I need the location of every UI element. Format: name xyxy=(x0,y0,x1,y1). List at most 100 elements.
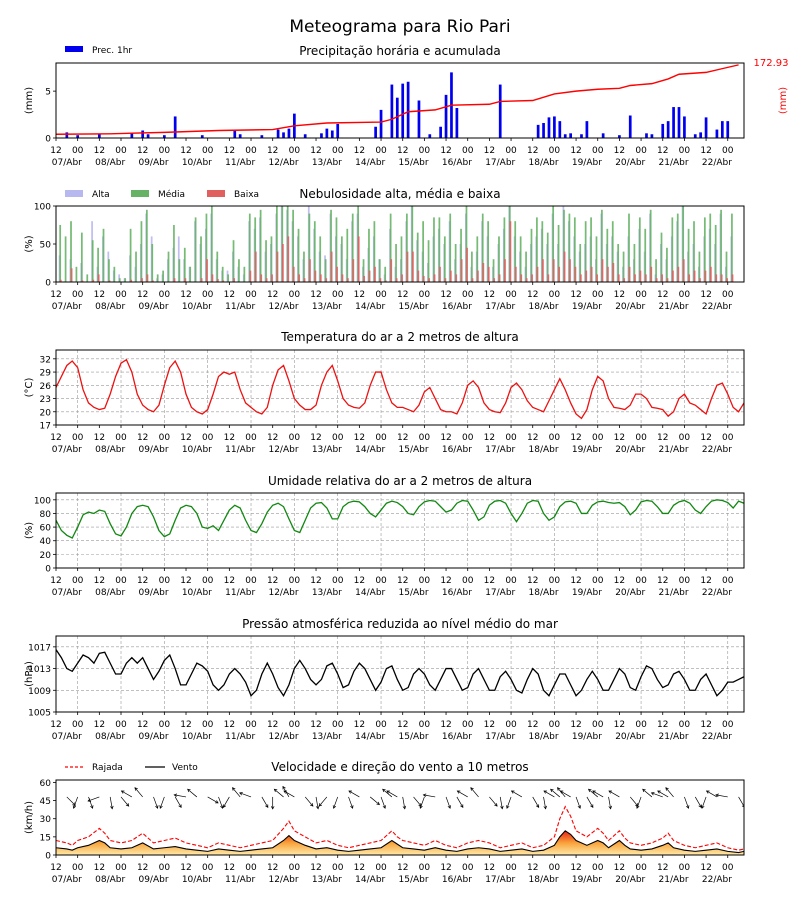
x-tick-label: 12 xyxy=(484,146,495,156)
cloud-bar xyxy=(498,274,501,282)
x-tick-label: 12 xyxy=(614,576,625,586)
wind-arrow-head xyxy=(187,788,191,793)
x-tick-label: 12 xyxy=(527,433,538,443)
x-date-label: 07/Abr xyxy=(52,875,82,885)
x-tick-label: 12 xyxy=(527,290,538,300)
x-tick-label: 12 xyxy=(570,433,581,443)
wind-arrow-head xyxy=(550,788,554,793)
cloud-bar xyxy=(709,266,712,282)
cloud-bar xyxy=(384,280,387,282)
cloud-bar xyxy=(493,278,496,282)
x-tick-label: 12 xyxy=(484,576,495,586)
wind-arrow-head xyxy=(592,790,596,794)
x-tick-label: 00 xyxy=(202,433,214,443)
wind-arrow-head xyxy=(155,805,159,809)
x-tick-label: 12 xyxy=(50,720,61,730)
precip-bar xyxy=(320,133,323,138)
cloud-bar xyxy=(70,268,73,282)
y-tick-label: 1017 xyxy=(28,643,51,653)
cloud-bar xyxy=(558,266,561,282)
precip-bar xyxy=(563,134,567,138)
wind-arrow-head xyxy=(741,805,744,808)
x-tick-label: 12 xyxy=(267,576,278,586)
plot-area xyxy=(56,358,744,420)
cloud-bar xyxy=(378,259,381,282)
cloud-bar xyxy=(238,259,240,282)
wind-arrow-head xyxy=(559,790,564,794)
x-tick-label: 12 xyxy=(94,576,105,586)
wind-arrow xyxy=(456,796,464,808)
cloud-bar xyxy=(389,213,392,282)
y-tick-label: 23 xyxy=(40,395,51,405)
cloud-bar xyxy=(108,259,110,282)
precip-bar xyxy=(650,134,654,138)
wind-arrow xyxy=(333,796,339,809)
x-tick-label: 00 xyxy=(505,146,517,156)
x-tick-label: 12 xyxy=(310,146,321,156)
x-date-label: 12/Abr xyxy=(268,588,298,598)
cloud-bar xyxy=(465,206,468,282)
x-tick-label: 12 xyxy=(137,433,148,443)
wind-arrow-head xyxy=(90,805,94,809)
wind-arrow xyxy=(315,796,319,809)
x-date-label: 16/Abr xyxy=(442,875,472,885)
cloud-bar xyxy=(167,251,170,282)
x-tick-label: 00 xyxy=(635,290,647,300)
wind-arrow-head xyxy=(557,787,561,791)
precip-bar xyxy=(585,121,589,138)
precip-bar xyxy=(536,124,540,138)
precip-bar xyxy=(406,81,410,138)
cloud-bar xyxy=(217,278,219,282)
x-tick-label: 12 xyxy=(50,863,61,873)
x-tick-label: 12 xyxy=(180,433,191,443)
x-date-label: 09/Abr xyxy=(138,588,168,598)
x-tick-label: 12 xyxy=(527,863,538,873)
precip-bar xyxy=(645,133,648,138)
x-tick-label: 12 xyxy=(310,290,321,300)
wind-arrow-head xyxy=(657,790,661,794)
x-tick-label: 00 xyxy=(375,290,387,300)
wind-arrow-head xyxy=(456,790,461,794)
precip-bar xyxy=(379,109,383,138)
wind-arrow-head xyxy=(705,790,710,794)
cloud-bar xyxy=(243,266,246,282)
x-tick-label: 12 xyxy=(180,576,191,586)
x-tick-label: 12 xyxy=(397,146,408,156)
precip-bar xyxy=(618,135,621,138)
cloud-bar xyxy=(427,240,430,282)
x-tick-label: 00 xyxy=(549,433,561,443)
cloud-bar xyxy=(81,280,84,282)
cloud-bar xyxy=(141,278,143,282)
wind-arrow xyxy=(532,796,540,808)
x-tick-label: 00 xyxy=(159,290,171,300)
cloud-bar xyxy=(703,217,706,282)
wind-arrow xyxy=(369,796,380,805)
cloud-bar xyxy=(530,228,533,282)
panel-6: Velocidade e direção do vento a 10 metro… xyxy=(24,760,745,885)
cloud-bar xyxy=(449,270,452,282)
cloud-bar xyxy=(303,278,306,282)
y-tick-label: 30 xyxy=(40,815,52,825)
cloud-bar xyxy=(541,221,544,282)
x-tick-label: 00 xyxy=(72,863,84,873)
cloud-bar xyxy=(189,266,192,282)
cloud-bar xyxy=(492,259,495,282)
cloud-bar xyxy=(682,259,685,282)
cloud-bar xyxy=(509,221,512,282)
cloud-bar xyxy=(135,251,137,282)
cloud-bar xyxy=(655,259,657,282)
x-tick-label: 12 xyxy=(614,863,625,873)
x-tick-label: 00 xyxy=(159,433,171,443)
x-tick-label: 12 xyxy=(527,576,538,586)
wind-arrow-head xyxy=(318,803,323,807)
x-tick-label: 00 xyxy=(549,720,561,730)
cloud-bar xyxy=(357,236,360,282)
x-tick-label: 12 xyxy=(310,720,321,730)
x-date-label: 19/Abr xyxy=(572,588,602,598)
cloud-bar xyxy=(270,236,273,282)
panel-frame xyxy=(55,62,745,139)
x-tick-label: 12 xyxy=(267,290,278,300)
y-tick-label: 60 xyxy=(40,524,52,534)
x-tick-label: 12 xyxy=(657,863,668,873)
wind-arrow-head xyxy=(222,804,227,808)
